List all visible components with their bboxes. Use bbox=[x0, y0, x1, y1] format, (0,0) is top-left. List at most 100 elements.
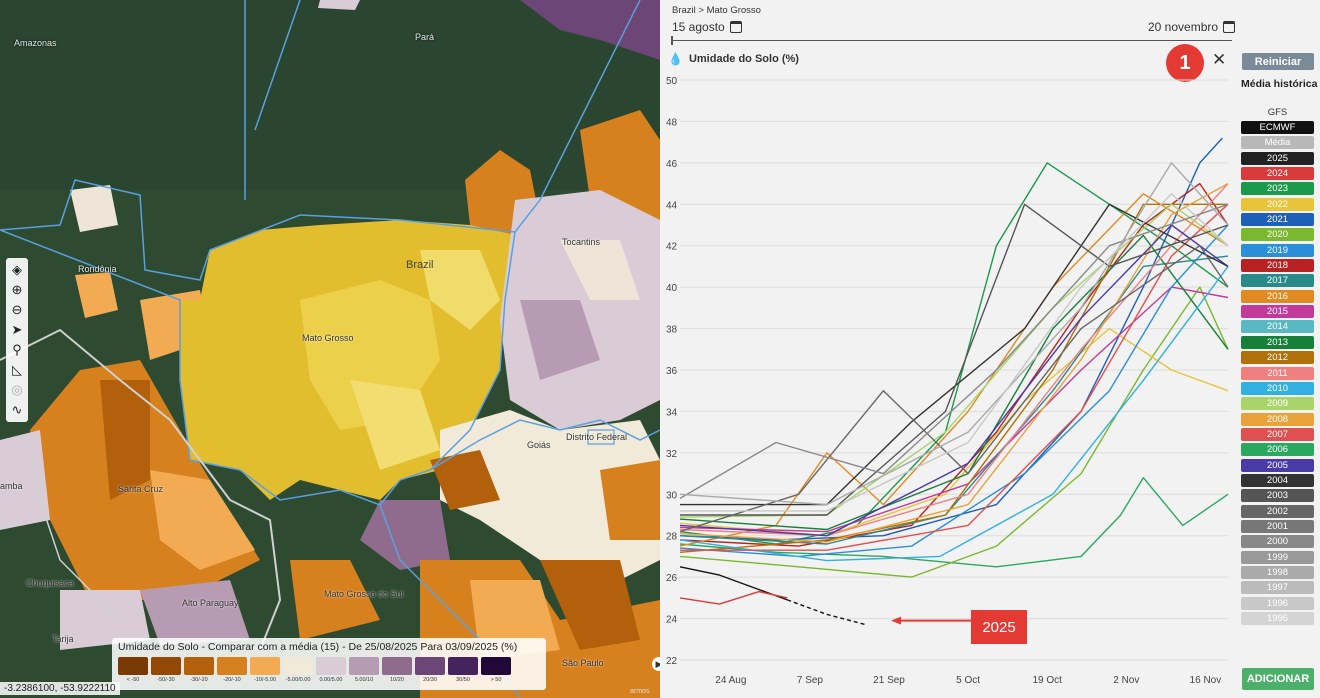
collapse-arrow-icon[interactable]: ▶ bbox=[652, 657, 660, 671]
legend-swatch-label: -5.00/0.00 bbox=[285, 677, 311, 683]
chart-header: 💧 Umidade do Solo (%) bbox=[668, 52, 799, 66]
series-toggle-2009[interactable]: 2009 bbox=[1241, 397, 1314, 411]
soil-moisture-chart: 22 24 26 28 30 32 34 36 38 40 42 44 46 48 50 24 Aug 7 Se… bbox=[666, 76, 1229, 686]
series-toggle-média[interactable]: Média bbox=[1241, 136, 1314, 150]
series-toggle-2025[interactable]: 2025 bbox=[1241, 151, 1314, 165]
timeline-slider[interactable] bbox=[672, 40, 1232, 41]
locate-icon[interactable]: ➤ bbox=[11, 322, 23, 337]
zoom-in-icon[interactable]: ⊕ bbox=[11, 282, 23, 297]
add-button[interactable]: ADICIONAR bbox=[1242, 668, 1314, 690]
close-icon[interactable]: ✕ bbox=[1212, 50, 1227, 69]
chart-title: Umidade do Solo (%) bbox=[688, 53, 799, 65]
legend-swatch: > 50 bbox=[481, 657, 511, 683]
series-toggle-2022[interactable]: 2022 bbox=[1241, 197, 1314, 211]
series-line-1998 bbox=[679, 162, 1229, 506]
map-view[interactable]: Amazonas Pará Rondônia Brazil Mato Gross… bbox=[0, 0, 660, 698]
map-label-alto-paraguay: Alto Paraguay bbox=[182, 598, 239, 608]
series-line-2011 bbox=[679, 183, 1229, 537]
map-legend: Umidade do Solo - Comparar com a média (… bbox=[112, 638, 546, 690]
zoom-out-icon[interactable]: ⊖ bbox=[11, 302, 23, 317]
legend-swatch: -5.00/0.00 bbox=[283, 657, 313, 683]
map-label-amba: amba bbox=[0, 481, 23, 491]
calendar-icon[interactable] bbox=[1223, 21, 1236, 33]
legend-swatch-label: 5.00/10 bbox=[354, 677, 374, 683]
series-line-2007 bbox=[680, 203, 1229, 551]
y-tick-label: 24 bbox=[666, 615, 678, 626]
series-toggle-1999[interactable]: 1999 bbox=[1241, 550, 1314, 564]
media-historica-label: Média histórica bbox=[1241, 78, 1318, 90]
series-toggle-2007[interactable]: 2007 bbox=[1241, 427, 1314, 441]
map-label-chuquisaca: Chuquisaca bbox=[26, 578, 74, 588]
series-toggle-2006[interactable]: 2006 bbox=[1241, 443, 1314, 457]
legend-swatch: -20/-10 bbox=[217, 657, 247, 683]
series-toggle-2021[interactable]: 2021 bbox=[1241, 213, 1314, 227]
x-tick-label: 7 Sep bbox=[797, 675, 824, 686]
map-attribution: armos bbox=[630, 688, 650, 695]
y-tick-label: 40 bbox=[666, 283, 678, 294]
date-end-label: 20 novembro bbox=[1148, 20, 1219, 34]
series-toggle-2016[interactable]: 2016 bbox=[1241, 289, 1314, 303]
series-line-2002 bbox=[679, 244, 1229, 533]
series-line-2025-forecast bbox=[787, 599, 867, 626]
map-label-amazonas: Amazonas bbox=[14, 38, 57, 48]
legend-swatch-color bbox=[217, 657, 247, 675]
series-toggle-2024[interactable]: 2024 bbox=[1241, 167, 1314, 181]
legend-swatch-color bbox=[448, 657, 478, 675]
x-tick-label: 24 Aug bbox=[715, 675, 746, 686]
legend-swatch-label: -10/-5.00 bbox=[253, 677, 276, 683]
legend-swatch: -50/-30 bbox=[151, 657, 181, 683]
series-toggle-2018[interactable]: 2018 bbox=[1241, 259, 1314, 273]
reset-button[interactable]: Reiniciar bbox=[1242, 53, 1314, 70]
measure-icon[interactable]: ◺ bbox=[12, 362, 22, 377]
series-toggle-2020[interactable]: 2020 bbox=[1241, 228, 1314, 242]
calendar-icon[interactable] bbox=[729, 21, 742, 33]
series-toggle-2017[interactable]: 2017 bbox=[1241, 274, 1314, 288]
chart-panel: Brazil > Mato Grosso 15 agosto 20 novemb… bbox=[660, 0, 1320, 698]
series-toggle-1998[interactable]: 1998 bbox=[1241, 565, 1314, 579]
y-tick-label: 44 bbox=[666, 200, 678, 211]
series-toggle-2014[interactable]: 2014 bbox=[1241, 320, 1314, 334]
series-toggle-2008[interactable]: 2008 bbox=[1241, 412, 1314, 426]
series-toggle-2013[interactable]: 2013 bbox=[1241, 335, 1314, 349]
series-toggle-2001[interactable]: 2001 bbox=[1241, 519, 1314, 533]
series-toggle-2015[interactable]: 2015 bbox=[1241, 305, 1314, 319]
date-end-picker[interactable]: 20 novembro bbox=[1148, 20, 1236, 34]
series-line-1996 bbox=[680, 193, 1229, 512]
series-toggle-2011[interactable]: 2011 bbox=[1241, 366, 1314, 380]
legend-swatches: < -50 -50/-30 -30/-20 -20/-10 -10/-5.00 -5.00… bbox=[112, 653, 546, 683]
y-tick-label: 42 bbox=[666, 242, 678, 253]
series-toggle-2019[interactable]: 2019 bbox=[1241, 243, 1314, 257]
series-toggle-1996[interactable]: 1996 bbox=[1241, 596, 1314, 610]
series-line-2008 bbox=[679, 182, 1229, 543]
series-toggle-1995[interactable]: 1995 bbox=[1241, 612, 1314, 625]
series-line-2012 bbox=[679, 203, 1228, 553]
y-tick-label: 22 bbox=[666, 656, 678, 667]
y-tick-label: 50 bbox=[666, 76, 678, 87]
series-line-2018 bbox=[679, 182, 1229, 547]
series-toggle-2000[interactable]: 2000 bbox=[1241, 535, 1314, 549]
legend-swatch-color bbox=[316, 657, 346, 675]
date-start-picker[interactable]: 15 agosto bbox=[672, 20, 742, 34]
legend-swatch: 5.00/10 bbox=[349, 657, 379, 683]
search-icon[interactable]: ⚲ bbox=[12, 342, 22, 357]
y-tick-label: 32 bbox=[666, 449, 678, 460]
series-toggle-1997[interactable]: 1997 bbox=[1241, 581, 1314, 595]
draw-icon[interactable]: ∿ bbox=[11, 402, 23, 417]
legend-swatch: 30/50 bbox=[448, 657, 478, 683]
series-toggle-2023[interactable]: 2023 bbox=[1241, 182, 1314, 196]
legend-swatch-color bbox=[118, 657, 148, 675]
target-icon[interactable]: ◎ bbox=[11, 382, 23, 397]
series-toggle-2003[interactable]: 2003 bbox=[1241, 489, 1314, 503]
series-toggle-2010[interactable]: 2010 bbox=[1241, 381, 1314, 395]
series-toggle-2002[interactable]: 2002 bbox=[1241, 504, 1314, 518]
step-badge: 1 bbox=[1166, 44, 1204, 82]
layers-icon[interactable]: ◈ bbox=[12, 262, 22, 277]
y-tick-label: 28 bbox=[666, 532, 678, 543]
series-toggle-2005[interactable]: 2005 bbox=[1241, 458, 1314, 472]
y-tick-label: 46 bbox=[666, 159, 678, 170]
y-tick-label: 26 bbox=[666, 573, 678, 584]
series-gfs[interactable]: GFS bbox=[1267, 107, 1288, 118]
series-toggle-2004[interactable]: 2004 bbox=[1241, 473, 1314, 487]
series-toggle-ecmwf[interactable]: ECMWF bbox=[1241, 121, 1314, 134]
series-toggle-2012[interactable]: 2012 bbox=[1241, 351, 1314, 365]
